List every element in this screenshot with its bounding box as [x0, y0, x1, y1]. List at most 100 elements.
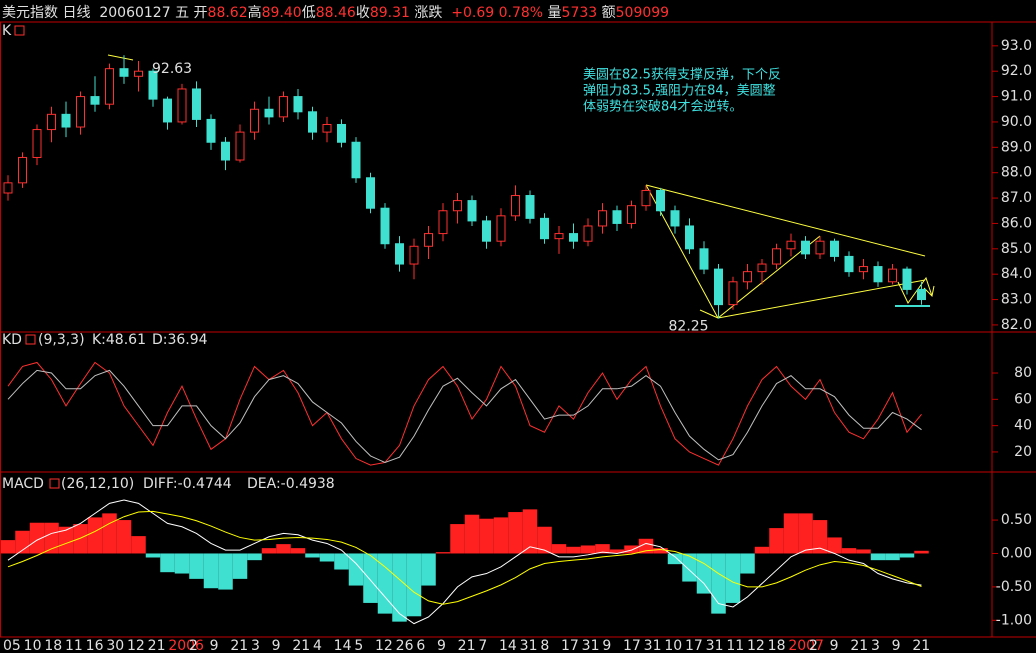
macd-bar	[725, 553, 741, 603]
candle-body	[554, 233, 564, 240]
panel-title: MACD	[2, 476, 44, 492]
y-tick-label: 92.0	[1001, 63, 1032, 79]
macd-bar	[145, 553, 161, 558]
candle-body	[279, 96, 288, 118]
x-tick-label: 9	[602, 638, 611, 653]
macd-bar	[595, 544, 610, 554]
candle-body	[424, 233, 433, 247]
macd-bar	[783, 513, 799, 554]
macd-bar	[566, 546, 581, 554]
field-label: 高	[247, 5, 262, 21]
y-tick-label: 83.0	[1001, 292, 1032, 308]
macd-bar	[479, 518, 494, 554]
candle-body	[409, 245, 419, 265]
field-value: 5733	[561, 5, 598, 21]
candle-body	[641, 189, 651, 207]
macd-bar	[363, 553, 378, 603]
x-tick-label: 7	[478, 638, 487, 653]
panel-icon	[25, 334, 36, 345]
macd-bar	[696, 553, 712, 594]
x-tick-label: 10	[664, 638, 682, 653]
macd-bar	[305, 553, 320, 558]
y-tick-label: -1.00	[996, 612, 1032, 628]
macd-bar	[754, 546, 770, 554]
x-tick-label: 17	[623, 638, 641, 653]
panel-params: (9,3,3)	[38, 332, 85, 348]
field-label: 收	[355, 5, 370, 21]
x-tick-label: 14	[334, 638, 352, 653]
macd-bar	[609, 549, 625, 554]
header: 美元指数 日线 20060127 五 开88.62高89.40低88.46收89…	[2, 2, 669, 22]
x-tick-label: 9	[210, 638, 219, 653]
x-tick-label: 9	[437, 638, 446, 653]
candle-body	[511, 195, 520, 217]
candle-body	[844, 255, 854, 273]
macd-bar	[319, 553, 335, 562]
field-label: 额	[601, 5, 616, 21]
macd-bar	[334, 553, 349, 570]
y-tick-label: 60	[1014, 391, 1032, 407]
candle-body	[47, 113, 56, 131]
candle-body	[351, 141, 361, 179]
candle-body	[235, 131, 245, 161]
candle-body	[685, 225, 694, 250]
macd-bar	[653, 548, 668, 554]
candle-body	[598, 210, 607, 227]
candle-body	[453, 200, 462, 212]
macd-bar	[73, 524, 88, 554]
macd-bar	[160, 553, 175, 573]
macd-bar	[58, 526, 74, 554]
x-tick-label: 9	[830, 638, 839, 653]
panel-title: KD	[2, 332, 22, 348]
annotation: 美圆在82.5获得支撑反弹，下个反	[583, 67, 781, 83]
candle-body	[221, 141, 230, 161]
trendline	[717, 279, 926, 319]
field-label: 开	[193, 5, 208, 21]
y-tick-label: 0.50	[1001, 512, 1032, 528]
macd-bar	[421, 553, 436, 586]
x-tick-label: 05	[3, 638, 21, 653]
macd-bar	[174, 553, 190, 574]
macd-bar	[102, 513, 117, 554]
y-tick-label: 20	[1014, 444, 1032, 460]
candle-body	[699, 248, 709, 270]
candle-body	[482, 220, 491, 242]
candle-body	[873, 266, 883, 283]
candle-body	[206, 118, 216, 143]
y-tick-label: 82.0	[1001, 317, 1032, 333]
macd-bar	[638, 538, 654, 554]
candle-body	[496, 215, 506, 242]
candle-body	[670, 210, 680, 227]
date: 20060127 五	[99, 5, 190, 21]
candle-body	[134, 70, 143, 77]
x-tick-label: 12	[747, 638, 765, 653]
macd-bar	[537, 526, 552, 554]
field-value: +0.69 0.78%	[451, 5, 544, 21]
x-tick-label: 9	[272, 638, 281, 653]
field-label: 低	[301, 5, 316, 21]
candle-body	[337, 123, 346, 143]
trendline	[645, 184, 926, 257]
x-tick-label: 26	[396, 638, 414, 653]
x-tick-label: 11	[65, 638, 83, 653]
candle-body	[830, 240, 839, 257]
candle-body	[627, 205, 636, 224]
macd-bar	[914, 550, 929, 554]
candle-body	[264, 108, 274, 118]
candle-body	[177, 88, 187, 123]
x-tick-label: 8	[540, 638, 549, 653]
candle-body	[743, 271, 752, 283]
panel-icon	[14, 25, 25, 36]
x-tick-label: 9	[892, 638, 901, 653]
macd-bar	[0, 540, 16, 554]
candle-body	[786, 240, 796, 250]
series-label: DIFF:-0.4744	[143, 476, 232, 492]
x-tick-label: 12	[375, 638, 393, 653]
macd-bar	[44, 522, 59, 554]
x-tick-label: 17	[685, 638, 703, 653]
extreme-label: 92.63	[152, 61, 192, 77]
candle-body	[801, 240, 810, 255]
candle-body	[163, 98, 172, 123]
field-value: 88.62	[207, 5, 248, 21]
